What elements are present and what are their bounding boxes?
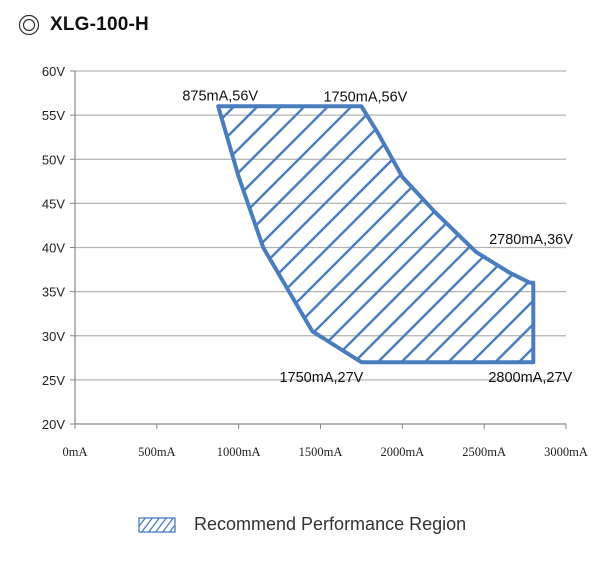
grid-lines <box>75 70 566 381</box>
y-tick-label: 60V <box>42 64 65 79</box>
hatch-line <box>218 106 506 363</box>
x-tick-label: 3000mA <box>544 445 588 459</box>
y-tick-label: 40V <box>42 241 65 256</box>
legend-label: Recommend Performance Region <box>194 514 467 534</box>
hatched-swatch-icon <box>138 516 176 533</box>
hatch-line <box>0 0 12 500</box>
hatch-line <box>218 106 534 363</box>
hatch-line <box>239 106 534 363</box>
concentric-circles-icon <box>18 14 40 36</box>
point-annotations: 875mA,56V 1750mA,56V 2780mA,36V 1750mA,27V 2… <box>182 88 573 386</box>
hatch-line <box>546 0 616 500</box>
hatch-line <box>218 106 436 363</box>
point-annotation: 1750mA,27V <box>279 370 363 386</box>
hatch-line <box>218 106 248 363</box>
y-tick-label: 50V <box>42 152 65 167</box>
hatch-line <box>218 106 530 363</box>
hatch-line <box>0 0 35 500</box>
hatch-line <box>218 106 483 363</box>
hatch-line <box>309 106 534 363</box>
point-annotation: 1750mA,56V <box>323 89 407 105</box>
axes <box>70 70 567 429</box>
hatch-line <box>218 106 534 363</box>
x-tick-label: 0mA <box>63 445 88 459</box>
hatch-line <box>427 106 534 363</box>
hatch-line <box>218 106 534 363</box>
chart-title: XLG-100-H <box>50 14 149 35</box>
chart-header: XLG-100-H <box>18 14 149 36</box>
hatch-line <box>218 106 534 363</box>
x-tick-label: 1500mA <box>299 445 343 459</box>
hatch-line <box>380 106 534 363</box>
hatch-line <box>521 106 534 363</box>
y-tick-label: 55V <box>42 108 65 123</box>
y-tick-label: 25V <box>42 373 65 388</box>
y-tick-label: 20V <box>42 417 65 432</box>
hatch-line <box>218 106 534 363</box>
hatch-line <box>218 106 271 363</box>
hatch-line <box>218 106 534 363</box>
hatch-line <box>218 106 534 363</box>
y-tick-label: 30V <box>42 329 65 344</box>
y-tick-label: 45V <box>42 196 65 211</box>
performance-region <box>216 104 536 365</box>
x-tick-label: 2000mA <box>380 445 424 459</box>
hatch-line <box>0 0 200 500</box>
hatch-line <box>593 0 616 500</box>
x-tick-label: 1000mA <box>217 445 261 459</box>
hatch-line <box>218 106 224 363</box>
chart-plot: 20V 25V 30V 35V 40V 45V 50V 55V 60V 0mA 500mA 1000m… <box>0 0 616 500</box>
hatch-line <box>218 106 534 363</box>
hatch-line <box>403 106 534 363</box>
region-hatching <box>0 0 616 500</box>
hatch-line <box>286 106 534 363</box>
point-annotation: 2780mA,36V <box>489 232 573 248</box>
tick-labels: 20V 25V 30V 35V 40V 45V 50V 55V 60V 0mA 500mA 1000m… <box>42 64 588 459</box>
x-tick-label: 500mA <box>138 445 176 459</box>
region-outline <box>216 104 536 365</box>
point-annotation: 2800mA,27V <box>488 370 572 386</box>
hatch-line <box>218 106 459 363</box>
hatch-line <box>569 0 616 500</box>
hatch-line <box>0 0 153 500</box>
hatch-line <box>262 106 534 363</box>
hatch-line <box>497 106 534 363</box>
y-tick-label: 35V <box>42 285 65 300</box>
point-annotation: 875mA,56V <box>182 88 258 104</box>
hatch-line <box>0 0 176 500</box>
legend: Recommend Performance Region <box>138 514 466 535</box>
hatch-line <box>474 106 534 363</box>
x-tick-label: 2500mA <box>462 445 506 459</box>
